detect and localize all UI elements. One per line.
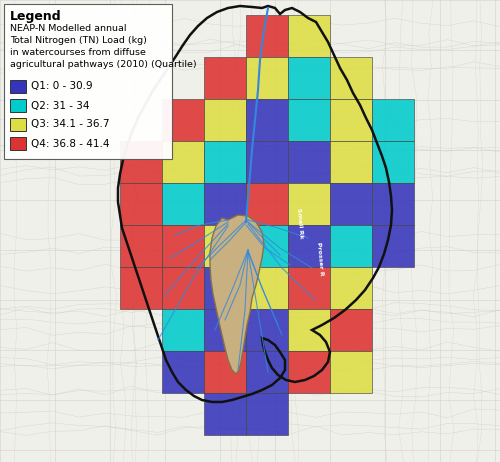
Bar — [330, 183, 372, 225]
Bar — [330, 309, 372, 351]
Bar — [162, 183, 204, 225]
Bar — [288, 57, 330, 99]
Bar — [162, 141, 204, 183]
Bar — [204, 393, 246, 435]
Bar — [10, 137, 26, 150]
Text: Q3: 34.1 - 36.7: Q3: 34.1 - 36.7 — [31, 120, 110, 129]
Bar — [162, 309, 204, 351]
Text: agricultural pathways (2010) (Quartile): agricultural pathways (2010) (Quartile) — [10, 60, 196, 69]
Bar — [10, 80, 26, 93]
Bar — [246, 15, 288, 57]
Text: Q2: 31 - 34: Q2: 31 - 34 — [31, 101, 90, 110]
Bar — [246, 351, 288, 393]
Bar — [204, 183, 246, 225]
Bar — [372, 141, 414, 183]
Bar — [246, 99, 288, 141]
Bar — [330, 57, 372, 99]
Bar — [162, 267, 204, 309]
Bar — [288, 309, 330, 351]
Bar — [288, 99, 330, 141]
Bar — [120, 141, 162, 183]
Bar — [330, 351, 372, 393]
Bar — [288, 183, 330, 225]
Bar — [372, 183, 414, 225]
Bar — [204, 309, 246, 351]
Bar — [120, 183, 162, 225]
Bar — [288, 267, 330, 309]
Polygon shape — [210, 215, 264, 374]
Bar — [288, 225, 330, 267]
Bar — [4, 4, 172, 159]
Text: in watercourses from diffuse: in watercourses from diffuse — [10, 48, 146, 57]
Bar — [246, 309, 288, 351]
Bar — [330, 99, 372, 141]
Bar — [162, 99, 204, 141]
Text: Small Rk: Small Rk — [296, 208, 304, 239]
Bar — [204, 57, 246, 99]
Bar — [372, 225, 414, 267]
Bar — [372, 99, 414, 141]
Bar — [162, 225, 204, 267]
Bar — [10, 118, 26, 131]
Bar — [288, 15, 330, 57]
Text: NEAP-N Modelled annual: NEAP-N Modelled annual — [10, 24, 126, 33]
Bar — [246, 267, 288, 309]
Bar — [330, 141, 372, 183]
Bar — [246, 141, 288, 183]
Bar — [10, 99, 26, 112]
Bar — [246, 393, 288, 435]
Text: Q1: 0 - 30.9: Q1: 0 - 30.9 — [31, 81, 92, 91]
Bar — [120, 225, 162, 267]
Text: Legend: Legend — [10, 10, 62, 23]
Bar — [120, 267, 162, 309]
Text: Q4: 36.8 - 41.4: Q4: 36.8 - 41.4 — [31, 139, 110, 148]
Bar — [204, 225, 246, 267]
Bar — [204, 99, 246, 141]
Bar — [288, 351, 330, 393]
Bar — [330, 267, 372, 309]
Text: Prosser R: Prosser R — [316, 242, 324, 276]
Bar — [246, 225, 288, 267]
Text: Total Nitrogen (TN) Load (kg): Total Nitrogen (TN) Load (kg) — [10, 36, 147, 45]
Bar — [246, 57, 288, 99]
Bar — [288, 141, 330, 183]
Bar — [204, 267, 246, 309]
Bar — [204, 351, 246, 393]
Bar — [246, 183, 288, 225]
Bar — [162, 351, 204, 393]
Bar — [330, 225, 372, 267]
Bar — [204, 141, 246, 183]
